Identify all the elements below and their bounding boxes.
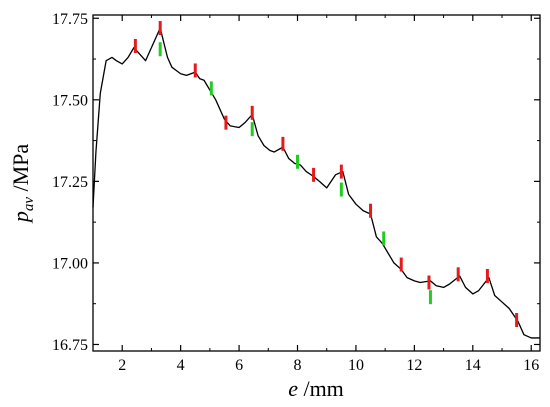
plot-frame <box>92 14 541 352</box>
y-axis-subscript: av <box>21 197 37 212</box>
y-axis-title: pav /MPa <box>8 144 37 225</box>
y-tick-label: 17.00 <box>52 255 88 272</box>
y-tick-label: 17.75 <box>52 11 88 28</box>
x-axis: 2 4 6 8 10 12 14 16 <box>92 15 539 374</box>
x-axis-title: e /mm <box>288 376 344 401</box>
x-tick-label: 2 <box>118 357 126 374</box>
y-tick-label: 17.50 <box>52 92 88 109</box>
x-tick-label: 10 <box>348 357 364 374</box>
y-axis-symbol: p <box>8 211 33 224</box>
x-axis-symbol: e <box>288 376 298 401</box>
x-tick-label: 12 <box>406 357 422 374</box>
y-tick-label: 17.25 <box>52 174 88 191</box>
marker-layer <box>133 21 519 328</box>
y-axis-unit: /MPa <box>8 144 33 197</box>
x-tick-label: 16 <box>523 357 539 374</box>
x-tick-label: 8 <box>294 357 302 374</box>
plot-background <box>93 15 540 351</box>
x-tick-label: 14 <box>465 357 481 374</box>
x-axis-unit: /mm <box>298 376 344 401</box>
x-tick-label: 4 <box>177 357 185 374</box>
y-axis: 16.75 17.00 17.25 17.50 17.75 <box>52 11 540 354</box>
x-tick-label: 6 <box>235 357 243 374</box>
y-tick-label: 16.75 <box>52 337 88 354</box>
